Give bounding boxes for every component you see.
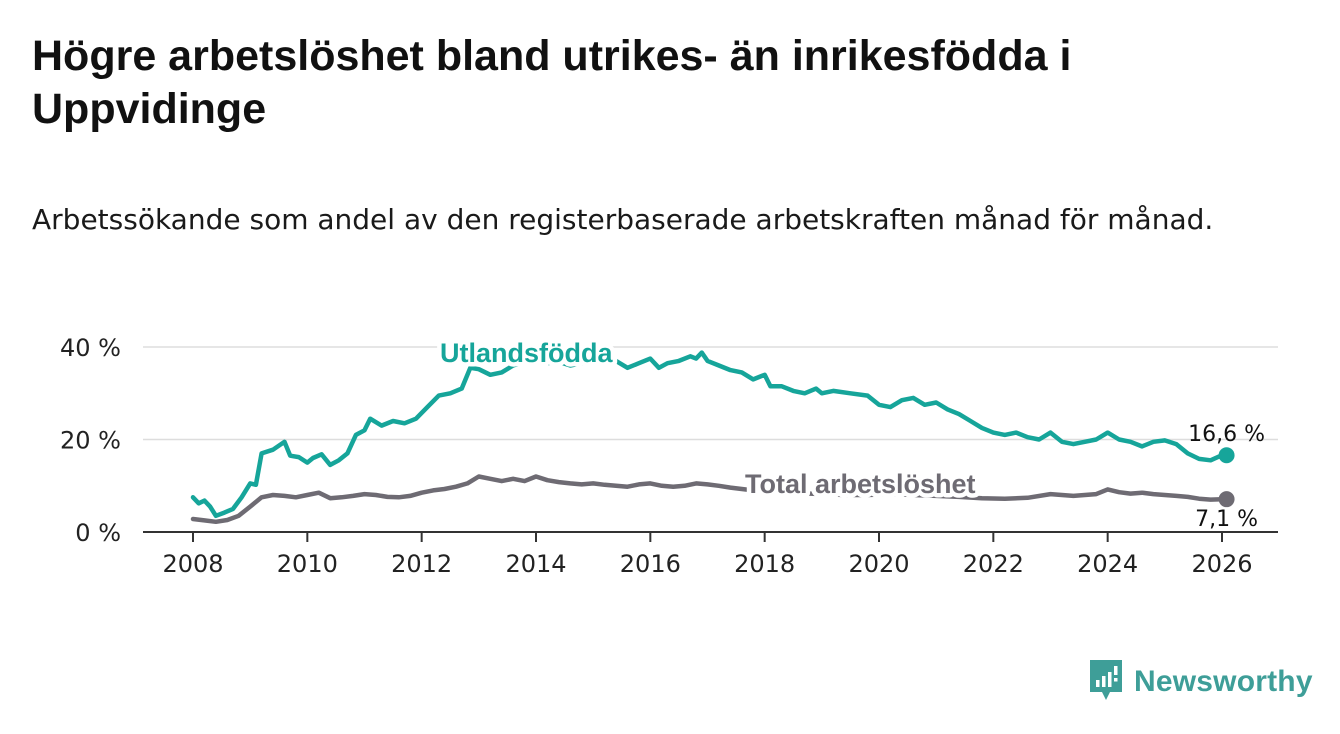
- series-line-utlandsfodda: [190, 350, 1229, 519]
- x-tick-label: 2022: [963, 550, 1024, 578]
- brand-name: Newsworthy: [1134, 665, 1313, 698]
- x-tick-label: 2014: [505, 550, 566, 578]
- x-tick-label: 2018: [734, 550, 795, 578]
- x-tick-label: 2016: [620, 550, 681, 578]
- x-tick-label: 2024: [1077, 550, 1138, 578]
- series-label-total-halo: Total arbetslöshet: [745, 469, 976, 499]
- end-marker-utlandsfodda: [1218, 447, 1235, 464]
- y-tick-label: 20 %: [60, 427, 121, 455]
- x-tick-label: 2010: [277, 550, 338, 578]
- x-tick-label: 2026: [1191, 550, 1252, 578]
- x-tick-label: 2008: [162, 550, 223, 578]
- series-label-utlandsfodda: Utlandsfödda: [440, 338, 613, 368]
- end-value-total: 7,1 %: [1195, 507, 1258, 532]
- chart-subtitle: Arbetssökande som andel av den registerb…: [32, 203, 1214, 236]
- brand-logo: Newsworthy: [1088, 660, 1313, 704]
- y-tick-label: 0 %: [75, 519, 121, 547]
- x-tick-label: 2012: [391, 550, 452, 578]
- y-tick-label: 40 %: [60, 334, 121, 362]
- end-value-utlandsfodda: 16,6 %: [1188, 422, 1265, 447]
- chart-title: Högre arbetslöshet bland utrikes- än inr…: [32, 32, 1072, 133]
- series-label-utlandsfodda-halo: Utlandsfödda: [440, 338, 613, 368]
- x-tick-label: 2020: [848, 550, 909, 578]
- newsworthy-logo-icon: [1090, 660, 1122, 700]
- series-label-total: Total arbetslöshet: [745, 469, 976, 499]
- series-line-total: [190, 474, 1229, 525]
- end-marker-total: [1218, 491, 1235, 508]
